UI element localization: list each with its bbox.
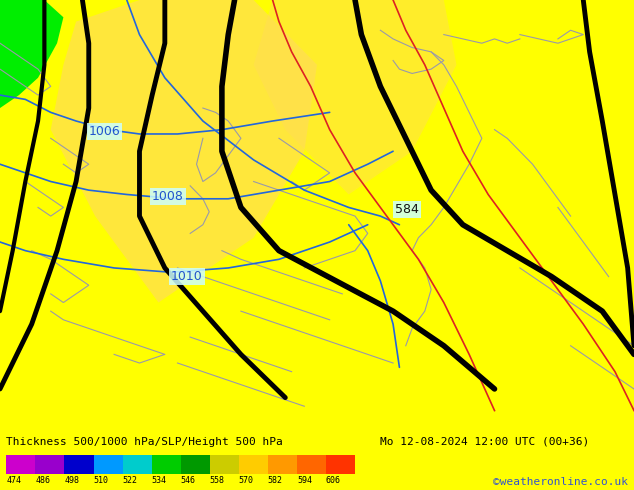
Bar: [6, 455, 36, 474]
Bar: [122, 455, 152, 474]
Text: 606: 606: [326, 476, 341, 485]
Bar: [239, 455, 268, 474]
Text: 558: 558: [210, 476, 224, 485]
Bar: [181, 455, 210, 474]
Text: 582: 582: [268, 476, 283, 485]
Text: 1006: 1006: [89, 125, 120, 138]
Text: 534: 534: [152, 476, 167, 485]
Text: 546: 546: [181, 476, 196, 485]
Text: 1008: 1008: [152, 190, 184, 203]
Polygon shape: [51, 0, 317, 302]
Bar: [36, 455, 65, 474]
Polygon shape: [254, 0, 456, 195]
Text: 584: 584: [395, 203, 419, 216]
Text: Mo 12-08-2024 12:00 UTC (00+36): Mo 12-08-2024 12:00 UTC (00+36): [380, 437, 590, 447]
Bar: [210, 455, 239, 474]
Text: 570: 570: [239, 476, 254, 485]
Text: 594: 594: [297, 476, 312, 485]
Bar: [268, 455, 297, 474]
Bar: [152, 455, 181, 474]
Text: 486: 486: [36, 476, 50, 485]
Bar: [326, 455, 355, 474]
Bar: [94, 455, 122, 474]
Text: ©weatheronline.co.uk: ©weatheronline.co.uk: [493, 477, 628, 487]
Text: 522: 522: [122, 476, 138, 485]
Text: 510: 510: [94, 476, 108, 485]
Text: 1010: 1010: [171, 270, 203, 283]
Bar: [65, 455, 94, 474]
Bar: [297, 455, 326, 474]
Polygon shape: [0, 0, 63, 108]
Text: Thickness 500/1000 hPa/SLP/Height 500 hPa: Thickness 500/1000 hPa/SLP/Height 500 hP…: [6, 437, 283, 447]
Text: 498: 498: [65, 476, 79, 485]
Text: 474: 474: [6, 476, 22, 485]
